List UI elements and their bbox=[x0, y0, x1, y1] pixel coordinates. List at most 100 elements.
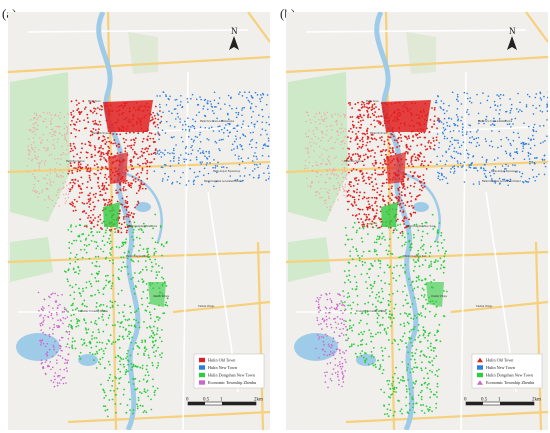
point bbox=[424, 145, 427, 148]
point bbox=[139, 186, 141, 189]
point bbox=[101, 194, 104, 197]
point bbox=[376, 317, 379, 320]
point bbox=[63, 376, 66, 379]
point bbox=[492, 168, 495, 171]
point bbox=[106, 241, 109, 244]
point bbox=[359, 343, 362, 346]
point bbox=[142, 290, 145, 293]
point bbox=[348, 181, 351, 183]
point bbox=[406, 152, 409, 155]
point bbox=[33, 183, 35, 186]
point bbox=[57, 126, 59, 128]
point bbox=[138, 347, 141, 349]
point bbox=[429, 332, 431, 334]
point bbox=[401, 244, 404, 247]
point bbox=[405, 173, 407, 175]
point bbox=[359, 191, 361, 194]
point bbox=[49, 361, 52, 363]
point bbox=[54, 158, 56, 160]
point bbox=[110, 199, 113, 202]
point bbox=[218, 148, 220, 150]
point bbox=[392, 380, 395, 383]
point bbox=[435, 136, 438, 139]
point bbox=[345, 196, 347, 198]
point bbox=[315, 171, 318, 173]
point bbox=[538, 104, 541, 107]
park-area bbox=[288, 72, 348, 222]
point bbox=[86, 181, 89, 183]
point bbox=[325, 293, 328, 296]
place-label: Hulin Bus Station bbox=[344, 160, 363, 163]
point bbox=[67, 132, 69, 134]
point bbox=[143, 320, 145, 323]
point bbox=[253, 163, 256, 166]
point bbox=[435, 99, 438, 102]
point bbox=[343, 304, 346, 307]
point bbox=[408, 336, 410, 339]
point bbox=[414, 361, 417, 364]
point bbox=[56, 313, 58, 316]
point bbox=[57, 354, 60, 357]
point bbox=[60, 336, 63, 339]
point bbox=[329, 125, 331, 127]
point bbox=[369, 222, 372, 225]
point bbox=[392, 317, 395, 319]
point bbox=[41, 361, 43, 364]
point bbox=[95, 323, 98, 326]
point bbox=[412, 259, 415, 261]
point bbox=[509, 109, 512, 112]
point bbox=[378, 166, 380, 169]
point bbox=[334, 120, 337, 123]
point bbox=[343, 190, 345, 193]
point bbox=[56, 162, 58, 164]
point bbox=[227, 113, 229, 116]
point bbox=[85, 322, 87, 324]
point bbox=[35, 128, 37, 131]
point bbox=[65, 200, 68, 202]
point bbox=[541, 158, 544, 161]
point bbox=[532, 134, 534, 137]
point bbox=[115, 133, 118, 136]
dongshan-cluster bbox=[341, 213, 448, 418]
point bbox=[78, 235, 81, 238]
point bbox=[55, 202, 57, 205]
point bbox=[331, 373, 334, 375]
point bbox=[69, 188, 72, 191]
point bbox=[129, 161, 132, 164]
point bbox=[202, 150, 204, 152]
point bbox=[343, 352, 346, 354]
point bbox=[69, 150, 72, 153]
lake bbox=[78, 354, 98, 366]
point bbox=[165, 95, 167, 98]
point bbox=[326, 298, 329, 301]
point bbox=[130, 182, 132, 185]
point bbox=[341, 141, 343, 143]
point bbox=[528, 158, 531, 160]
point bbox=[409, 284, 412, 287]
point bbox=[337, 293, 339, 295]
point bbox=[42, 367, 45, 369]
point bbox=[422, 404, 425, 406]
point bbox=[339, 363, 341, 366]
point bbox=[115, 227, 118, 229]
point bbox=[384, 162, 387, 165]
point bbox=[532, 113, 535, 115]
point bbox=[344, 370, 346, 372]
point bbox=[155, 271, 158, 273]
point bbox=[125, 357, 127, 360]
point bbox=[138, 188, 141, 190]
point bbox=[307, 136, 310, 138]
point bbox=[402, 210, 405, 212]
point bbox=[474, 167, 476, 169]
point bbox=[387, 383, 390, 386]
point bbox=[90, 346, 93, 349]
point bbox=[66, 130, 69, 132]
point bbox=[504, 150, 507, 153]
point bbox=[437, 260, 439, 263]
point bbox=[130, 158, 132, 161]
point bbox=[378, 238, 380, 240]
point bbox=[411, 289, 414, 292]
point bbox=[254, 152, 256, 154]
point bbox=[430, 142, 432, 144]
point bbox=[420, 294, 423, 297]
